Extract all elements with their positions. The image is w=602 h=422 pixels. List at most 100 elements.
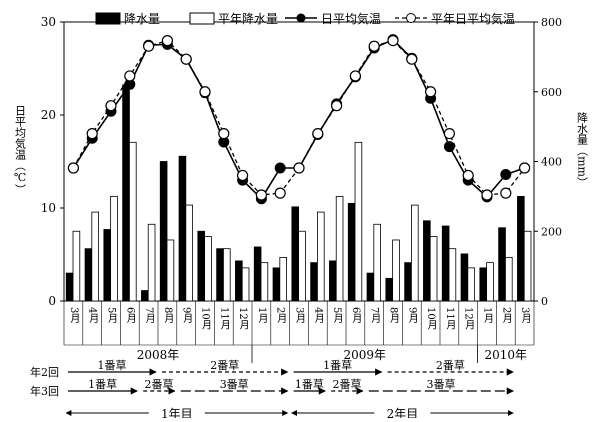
schedule-segment-label: 2番草 bbox=[210, 359, 239, 372]
bar-normal-precipitation bbox=[373, 223, 381, 302]
year-label: 2010年 bbox=[485, 348, 528, 362]
point-normal-temperature bbox=[387, 34, 399, 47]
bar-precipitation bbox=[404, 262, 412, 302]
point-normal-temperature bbox=[425, 86, 437, 98]
bar-normal-precipitation bbox=[147, 223, 156, 302]
x-tick-label: 5月 bbox=[106, 307, 118, 324]
bar-normal-precipitation bbox=[260, 262, 269, 302]
y-axis-left-label: 日平均気温（℃） bbox=[14, 105, 27, 195]
x-tick-label: 9月 bbox=[181, 307, 193, 324]
x-tick-label: 10月 bbox=[425, 307, 437, 331]
point-normal-temperature bbox=[105, 100, 117, 112]
x-tick-label: 3月 bbox=[294, 307, 306, 324]
bar-precipitation bbox=[310, 262, 318, 302]
y-right-tick-label: 600 bbox=[541, 86, 562, 99]
bar-normal-precipitation bbox=[317, 211, 325, 302]
bar-precipitation bbox=[423, 220, 431, 302]
x-tick-label: 3月 bbox=[68, 307, 80, 324]
schedule-segment-label: 1番草 bbox=[98, 359, 127, 372]
point-normal-temperature bbox=[368, 40, 380, 52]
bar-precipitation bbox=[84, 248, 93, 302]
x-tick-label: 9月 bbox=[406, 307, 418, 324]
bar-normal-precipitation bbox=[129, 141, 137, 302]
bar-normal-precipitation bbox=[467, 267, 475, 302]
schedule-row-label: 年3回 bbox=[30, 384, 59, 398]
legend-label-normal-temperature: 平年日平均気温 bbox=[431, 11, 515, 26]
schedule-segment-label: 1番草 bbox=[323, 359, 352, 372]
bar-precipitation bbox=[103, 229, 112, 302]
point-normal-temperature bbox=[274, 187, 286, 199]
point-temperature bbox=[274, 162, 286, 174]
bar-precipitation bbox=[347, 202, 356, 302]
bar-normal-precipitation bbox=[110, 195, 118, 302]
legend-label-precipitation: 降水量 bbox=[124, 12, 160, 26]
bar-normal-precipitation bbox=[185, 204, 193, 302]
y-left-tick-label: 0 bbox=[48, 294, 56, 308]
legend-marker-temperature bbox=[296, 13, 306, 23]
x-tick-label: 7月 bbox=[143, 307, 155, 324]
x-tick-label: 12月 bbox=[237, 307, 249, 331]
x-tick-label: 2月 bbox=[500, 307, 512, 324]
bar-normal-precipitation bbox=[448, 248, 457, 302]
bar-precipitation bbox=[65, 272, 74, 302]
x-tick-label: 8月 bbox=[388, 307, 400, 324]
point-normal-temperature bbox=[218, 128, 230, 140]
point-normal-temperature bbox=[349, 70, 361, 82]
point-normal-temperature bbox=[406, 53, 418, 65]
bar-normal-precipitation bbox=[72, 230, 81, 302]
legend-label-temperature: 日平均気温 bbox=[321, 11, 381, 26]
y-right-tick-label: 0 bbox=[541, 295, 548, 308]
bar-normal-precipitation bbox=[223, 248, 231, 302]
x-tick-label: 1月 bbox=[256, 307, 268, 324]
bar-precipitation bbox=[197, 230, 206, 302]
schedule-segment-label: 1番草 bbox=[88, 378, 117, 391]
x-tick-label: 10月 bbox=[200, 307, 212, 331]
point-normal-temperature bbox=[86, 128, 98, 140]
bar-normal-precipitation bbox=[298, 230, 306, 302]
x-tick-label: 5月 bbox=[331, 307, 343, 324]
year-label: 2009年 bbox=[344, 348, 387, 362]
bar-precipitation bbox=[141, 290, 149, 302]
bar-normal-precipitation bbox=[523, 230, 532, 302]
legend: 降水量 平年降水量 日平均気温 平年日平均気温 bbox=[95, 11, 515, 26]
bar-precipitation bbox=[517, 195, 525, 302]
point-temperature bbox=[443, 141, 455, 153]
point-normal-temperature bbox=[124, 70, 136, 82]
bar-precipitation bbox=[253, 246, 262, 302]
point-normal-temperature bbox=[143, 40, 155, 52]
point-normal-temperature bbox=[237, 169, 249, 182]
period-label: 2年目 bbox=[387, 407, 419, 418]
x-tick-label: 11月 bbox=[218, 307, 230, 331]
y-left-tick-label: 10 bbox=[41, 201, 56, 215]
bar-precipitation bbox=[385, 277, 394, 302]
schedule-segment-label: 1番草 bbox=[295, 378, 324, 391]
point-normal-temperature bbox=[462, 169, 474, 182]
point-normal-temperature bbox=[67, 162, 80, 174]
bar-normal-precipitation bbox=[91, 211, 99, 302]
bar-precipitation bbox=[122, 84, 130, 302]
bar-normal-precipitation bbox=[392, 239, 400, 302]
bar-precipitation bbox=[216, 248, 224, 302]
point-normal-temperature bbox=[293, 162, 305, 174]
bar-precipitation bbox=[460, 253, 469, 302]
x-tick-label: 4月 bbox=[87, 307, 99, 324]
x-tick-label: 1月 bbox=[482, 307, 494, 324]
legend-label-normal-precipitation: 平年降水量 bbox=[218, 12, 278, 26]
point-normal-temperature bbox=[500, 187, 512, 199]
line-temperature bbox=[72, 38, 525, 200]
point-normal-temperature bbox=[312, 128, 324, 140]
bar-normal-precipitation bbox=[166, 239, 175, 302]
y-left-tick-label: 20 bbox=[41, 108, 56, 122]
bar-precipitation bbox=[498, 227, 506, 302]
legend-swatch-normal-precipitation bbox=[189, 12, 215, 25]
y-right-tick-label: 800 bbox=[541, 16, 562, 29]
point-normal-temperature bbox=[180, 53, 192, 65]
x-tick-label: 4月 bbox=[312, 307, 324, 324]
schedule-segment-label: 3番草 bbox=[427, 378, 456, 391]
bar-precipitation bbox=[235, 260, 243, 302]
x-tick-label: 6月 bbox=[350, 307, 362, 324]
x-tick-label: 12月 bbox=[463, 307, 475, 331]
x-tick-label: 7月 bbox=[369, 307, 381, 324]
bar-normal-precipitation bbox=[505, 257, 513, 302]
